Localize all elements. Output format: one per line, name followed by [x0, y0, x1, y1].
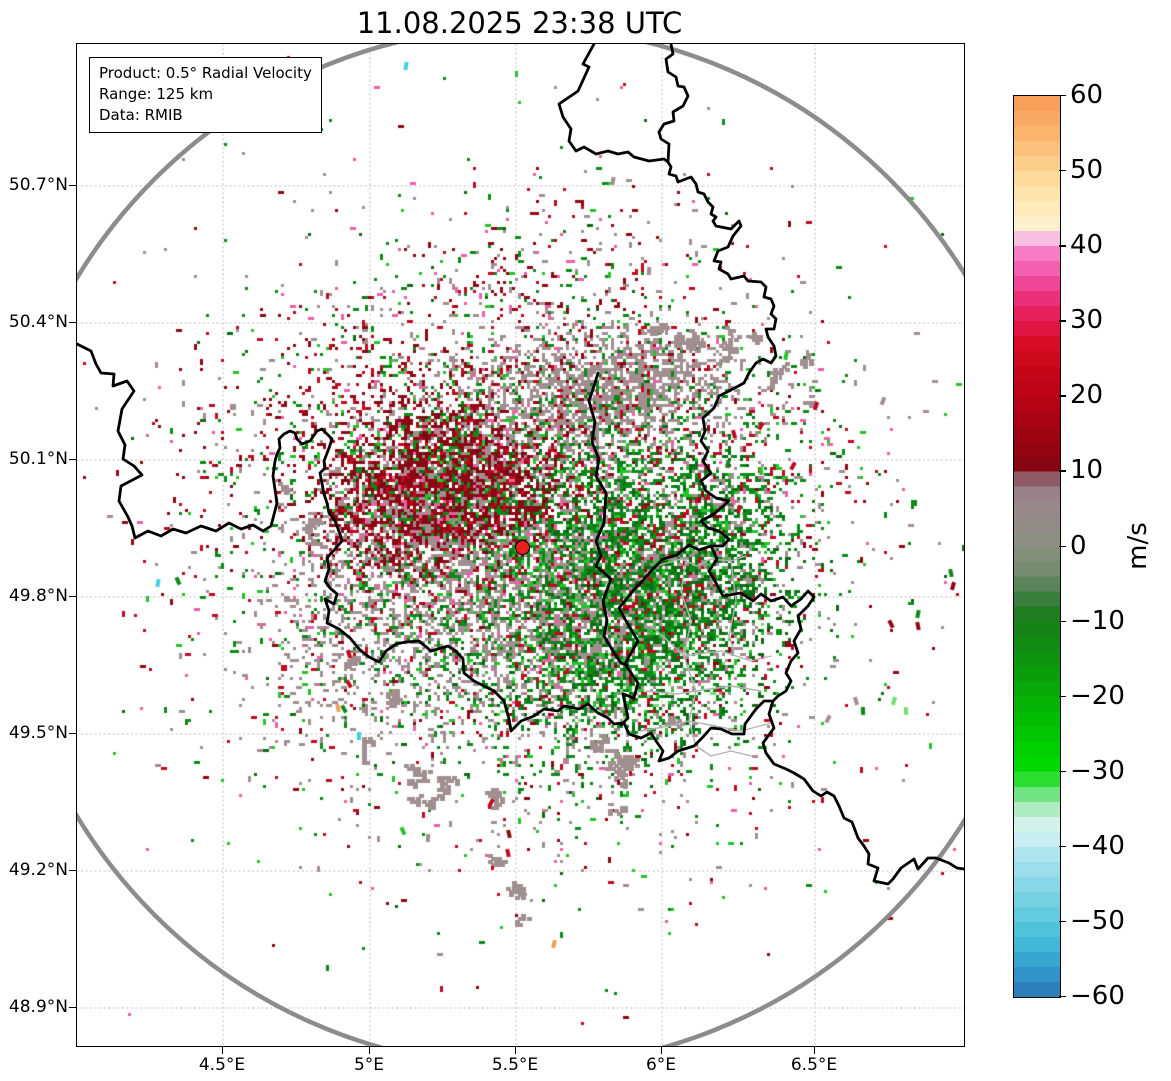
borders-layer [77, 44, 964, 1046]
colorbar-tick-label: 30 [1070, 305, 1104, 336]
colorbar-tick-mark [1059, 245, 1066, 247]
colorbar-tick-label: 40 [1070, 230, 1104, 261]
info-range: Range: 125 km [99, 85, 214, 103]
velocity-colorbar [1013, 95, 1061, 998]
colorbar-tick-label: −50 [1070, 905, 1125, 936]
info-data-source: Data: RMIB [99, 106, 183, 124]
colorbar-tick-label: −10 [1070, 605, 1125, 636]
y-tick-mark [69, 1007, 76, 1009]
y-tick-mark [69, 459, 76, 461]
colorbar-tick-label: −40 [1070, 830, 1125, 861]
y-tick-mark [69, 870, 76, 872]
colorbar-tick-mark [1059, 95, 1066, 97]
colorbar-tick-mark [1059, 170, 1066, 172]
y-tick-label: 49.2°N [8, 860, 68, 880]
y-tick-label: 50.4°N [8, 312, 68, 332]
colorbar-tick-label: −30 [1070, 755, 1125, 786]
x-tick-mark [814, 1047, 816, 1054]
x-tick-label: 4.5°E [198, 1055, 246, 1075]
colorbar-tick-label: 20 [1070, 380, 1104, 411]
x-tick-label: 5°E [353, 1055, 385, 1075]
colorbar-tick-label: 60 [1070, 80, 1104, 110]
colorbar-tick-label: 50 [1070, 155, 1104, 186]
product-info-box: Product: 0.5° Radial Velocity Range: 125… [89, 57, 322, 133]
x-tick-mark [369, 1047, 371, 1054]
x-tick-mark [661, 1047, 663, 1054]
x-tick-mark [515, 1047, 517, 1054]
colorbar-tick-label: 0 [1070, 530, 1087, 561]
colorbar-tick-mark [1059, 695, 1066, 698]
y-tick-label: 50.1°N [8, 449, 68, 469]
colorbar-tick-mark [1059, 770, 1066, 773]
map-plot-area: Product: 0.5° Radial Velocity Range: 125… [76, 43, 965, 1047]
info-product: Product: 0.5° Radial Velocity [99, 64, 312, 82]
radar-site-marker [515, 540, 530, 555]
y-tick-mark [69, 733, 76, 735]
colorbar-tick-mark [1059, 470, 1066, 472]
colorbar-tick-mark [1059, 395, 1066, 397]
colorbar-tick-mark [1059, 320, 1066, 322]
colorbar-tick-mark [1059, 920, 1066, 923]
x-tick-label: 5.5°E [491, 1055, 539, 1075]
y-tick-mark [69, 322, 76, 324]
y-tick-mark [69, 596, 76, 598]
y-tick-mark [69, 185, 76, 187]
figure-title: 11.08.2025 23:38 UTC [356, 6, 683, 40]
y-tick-label: 48.9°N [8, 997, 68, 1017]
y-tick-label: 49.5°N [8, 723, 68, 743]
x-tick-label: 6°E [645, 1055, 677, 1075]
colorbar-tick-mark [1059, 996, 1066, 998]
colorbar-tick-mark [1059, 620, 1066, 622]
colorbar-tick-label: 10 [1070, 455, 1104, 486]
colorbar-unit-label: m/s [1122, 521, 1153, 570]
colorbar-tick-mark [1059, 845, 1066, 848]
x-tick-mark [222, 1047, 224, 1054]
y-tick-label: 50.7°N [8, 175, 68, 195]
x-tick-label: 6.5°E [790, 1055, 838, 1075]
y-tick-label: 49.8°N [8, 586, 68, 606]
colorbar-tick-label: −20 [1070, 680, 1125, 711]
colorbar-tick-label: −60 [1070, 981, 1125, 1011]
colorbar-tick-mark [1059, 545, 1066, 547]
